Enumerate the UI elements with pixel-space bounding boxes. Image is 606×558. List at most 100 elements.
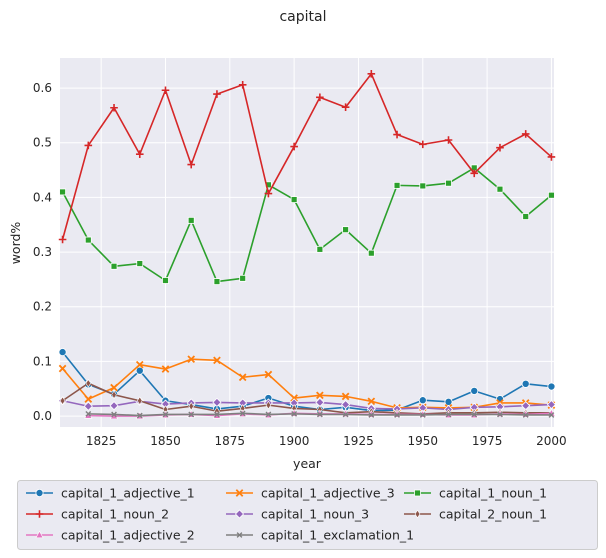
legend-swatch-marker	[35, 488, 44, 497]
data-point	[496, 185, 504, 193]
legend-label: capital_1_adjective_3	[261, 486, 395, 501]
data-point	[188, 411, 195, 418]
data-point	[110, 103, 118, 112]
data-point	[58, 235, 67, 244]
data-point	[394, 412, 400, 418]
x-tick-label: 1875	[215, 434, 246, 448]
data-point	[419, 182, 427, 190]
data-point	[265, 411, 272, 418]
data-point	[136, 412, 143, 419]
series-layer	[58, 70, 556, 420]
data-point	[342, 226, 349, 234]
data-point	[111, 411, 117, 418]
data-point	[109, 401, 119, 411]
data-point	[59, 396, 66, 406]
legend-swatch-marker	[236, 532, 243, 538]
data-point	[85, 410, 92, 417]
data-point	[471, 411, 478, 418]
series-capital_1_noun_1	[59, 164, 555, 285]
legend-entry: capital_1_adjective_1	[26, 486, 195, 501]
series-line	[62, 382, 552, 415]
legend-swatch-marker	[35, 530, 44, 539]
data-point	[342, 411, 349, 418]
data-point	[238, 373, 247, 382]
x-tick-label: 1825	[86, 434, 117, 448]
data-point	[84, 395, 93, 403]
data-point	[162, 277, 169, 284]
data-point	[445, 411, 452, 418]
legend-label: capital_1_noun_2	[61, 507, 169, 522]
series-line	[61, 351, 552, 412]
series-capital_1_noun_2	[58, 70, 556, 244]
data-point	[521, 379, 530, 388]
data-point	[83, 401, 93, 411]
data-point	[212, 397, 222, 407]
data-point	[470, 169, 479, 178]
data-point	[548, 191, 555, 199]
chart-title: capital	[279, 9, 326, 25]
data-point	[367, 249, 375, 257]
y-tick-label: 0.1	[33, 354, 52, 368]
data-point	[135, 366, 144, 375]
x-tick-label: 1900	[279, 434, 310, 448]
legend-entry: capital_1_noun_2	[26, 507, 169, 522]
data-point	[547, 382, 556, 391]
series-line	[61, 73, 552, 240]
data-point	[58, 348, 67, 357]
data-point	[136, 260, 144, 267]
x-tick-label: 2000	[536, 434, 567, 448]
legend-label: capital_2_noun_1	[439, 507, 547, 522]
data-point	[548, 412, 555, 418]
data-point	[393, 181, 401, 189]
legend-label: capital_1_adjective_1	[61, 486, 195, 501]
data-point	[110, 262, 118, 270]
x-tick-label: 1925	[343, 434, 374, 448]
data-point	[85, 378, 92, 388]
data-point	[84, 141, 93, 150]
data-point	[316, 93, 324, 102]
data-point	[238, 80, 247, 89]
data-point	[496, 143, 504, 152]
data-point	[290, 394, 298, 402]
data-point	[187, 355, 196, 364]
y-tick-label: 0.3	[33, 245, 52, 259]
x-tick-label: 1950	[408, 434, 439, 448]
grid	[60, 58, 554, 427]
y-tick-label: 0.5	[33, 136, 52, 150]
data-point	[161, 365, 170, 373]
data-point	[290, 142, 298, 151]
data-point	[135, 360, 144, 369]
legend-entry: capital_2_noun_1	[404, 507, 547, 522]
data-point	[161, 86, 170, 95]
data-point	[316, 391, 324, 400]
data-point	[213, 356, 221, 365]
legend-label: capital_1_noun_3	[261, 507, 369, 522]
legend-swatch-marker	[35, 510, 44, 518]
data-point	[470, 386, 479, 395]
y-tick-label: 0.4	[33, 190, 52, 204]
data-point	[187, 216, 195, 224]
data-point	[239, 274, 247, 282]
legend-label: capital_1_noun_1	[439, 486, 547, 501]
legend-swatch-marker	[414, 509, 421, 519]
y-tick-label: 0.2	[33, 300, 52, 314]
legend-entry: capital_1_adjective_2	[26, 528, 195, 543]
data-point	[367, 70, 376, 78]
legend-entry: capital_1_noun_1	[404, 486, 547, 501]
data-point	[341, 103, 350, 111]
data-point	[111, 390, 117, 400]
data-point	[418, 140, 427, 149]
x-axis-label: year	[293, 456, 322, 471]
legend-swatch-marker	[414, 489, 421, 497]
data-point	[547, 153, 556, 161]
data-point	[444, 136, 453, 144]
legend-box	[17, 480, 598, 550]
data-point	[162, 411, 169, 418]
legend-swatch-marker	[235, 489, 244, 497]
data-point	[58, 364, 67, 373]
data-point	[264, 370, 273, 379]
data-point	[316, 411, 323, 418]
y-tick-labels: 0.0 0.1 0.2 0.3 0.4 0.5 0.6	[33, 81, 52, 423]
data-point	[521, 130, 530, 138]
